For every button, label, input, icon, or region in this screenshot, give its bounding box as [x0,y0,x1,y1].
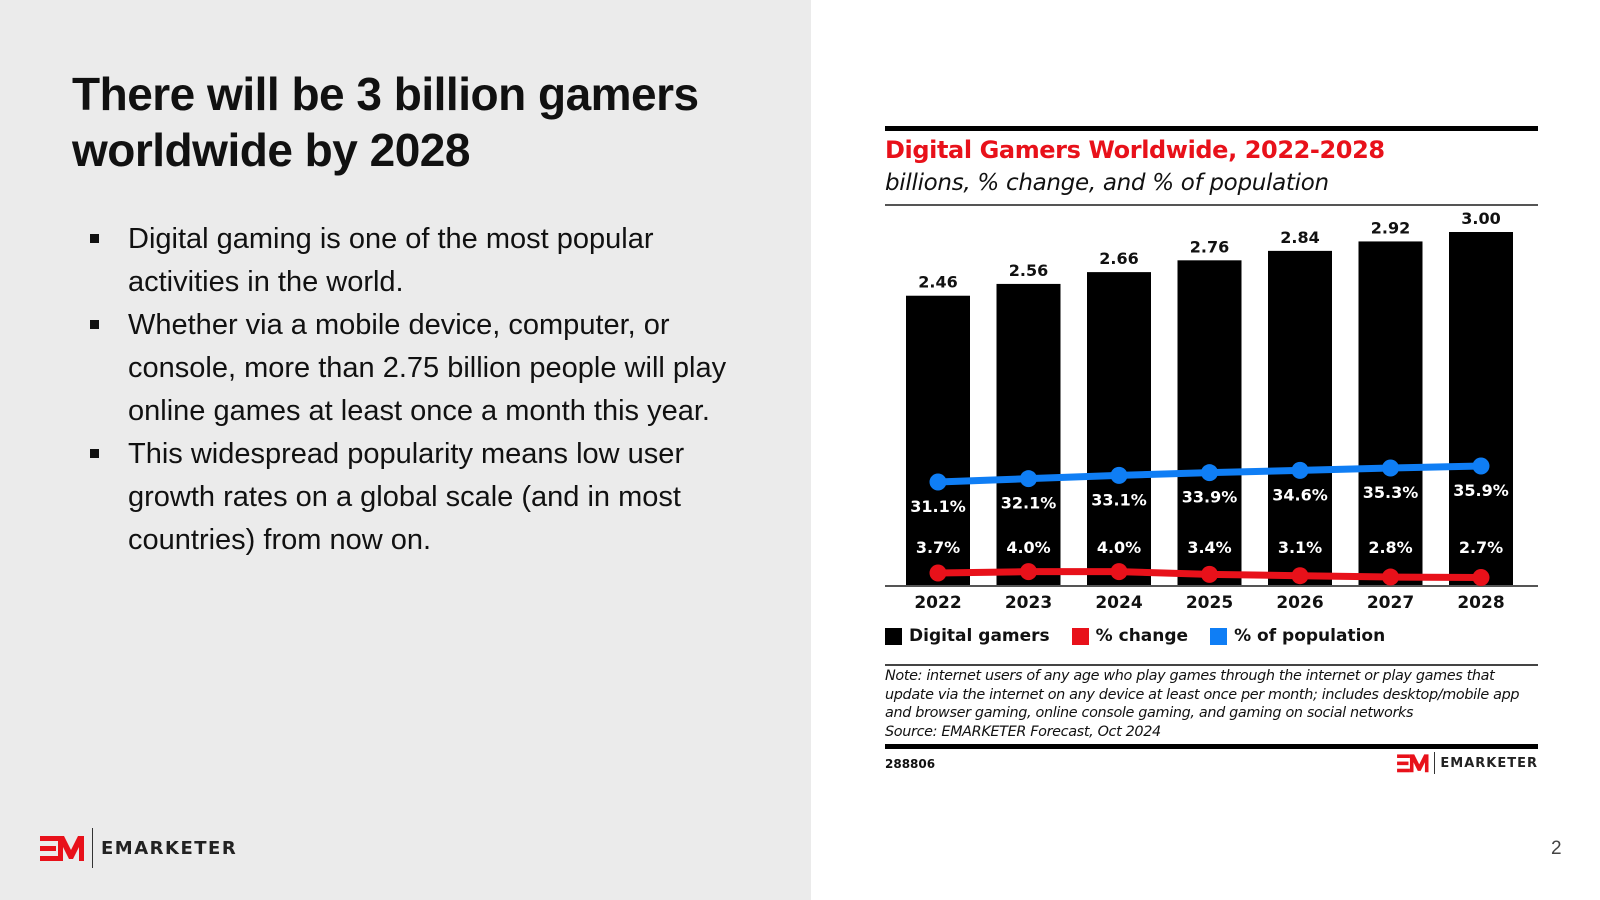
pct-change-label: 3.7% [916,538,960,557]
chart-title: Digital Gamers Worldwide, 2022-2028 [885,136,1385,164]
bullet-item: Whether via a mobile device, computer, o… [90,304,770,433]
bar-value-label: 2.66 [1099,249,1138,268]
chart-id: 288806 [885,757,936,771]
bar-value-label: 2.46 [918,273,957,292]
chart-bottom-rule [885,744,1538,749]
pct-change-label: 2.7% [1459,538,1503,557]
bullet-list: Digital gaming is one of the most popula… [90,218,770,562]
bar-value-label: 2.76 [1190,237,1229,256]
bar-2023 [996,283,1061,586]
legend-item-pct-change: % change [1071,626,1189,646]
bullet-text: This widespread popularity means low use… [128,438,685,556]
pct-population-label: 31.1% [910,497,966,516]
square-bullet-icon [90,234,99,243]
bullet-item: This widespread popularity means low use… [90,433,770,562]
pct-change-label: 2.8% [1368,538,1412,557]
point-pct-change [1020,563,1037,581]
bar-2027 [1358,241,1423,586]
bullet-text: Digital gaming is one of the most popula… [128,223,654,298]
pct-population-label: 34.6% [1272,485,1328,504]
bar-2028 [1449,232,1513,586]
point-pct-population [929,473,947,491]
legend-label: % of population [1234,626,1386,646]
point-pct-population [1382,459,1399,477]
pct-population-label: 32.1% [1001,494,1057,513]
em-logo-mark-icon [40,836,84,861]
bar-2025 [1177,260,1242,586]
x-tick-label: 2025 [1186,593,1233,613]
bullet-text: Whether via a mobile device, computer, o… [128,309,727,427]
source-line: Source: EMARKETER Forecast, Oct 2024 [885,723,1161,740]
x-tick-label: 2022 [914,593,961,613]
bullet-item: Digital gaming is one of the most popula… [90,218,770,304]
bar-value-label: 2.84 [1280,228,1319,247]
legend-swatch-red [1071,627,1089,645]
x-tick-label: 2028 [1457,593,1504,613]
legend-swatch-black [885,627,902,645]
logo-divider [1434,752,1436,774]
logo-wordmark: EMARKETER [1440,755,1538,771]
legend-swatch-blue [1210,627,1228,645]
point-pct-change [1201,565,1218,583]
pct-change-label: 4.0% [1097,538,1141,557]
chart-top-rule [885,126,1538,131]
point-pct-change [1291,567,1309,585]
bar-2022 [906,295,970,586]
legend-label: % change [1095,626,1189,646]
notes-rule [885,664,1538,666]
bar-value-label: 3.00 [1461,209,1500,228]
point-pct-population [1020,470,1037,488]
point-pct-population [1110,466,1128,484]
emarketer-logo: EMARKETER [40,828,237,868]
point-pct-population [1201,464,1218,482]
pct-change-label: 3.4% [1187,538,1231,557]
slide-title: There will be 3 billion gamers worldwide… [72,68,699,176]
legend-label: Digital gamers [909,626,1050,646]
pct-population-label: 35.3% [1363,483,1419,502]
pct-population-label: 35.9% [1453,481,1509,500]
x-tick-label: 2026 [1276,593,1323,613]
note-line: update via the internet on any device at… [885,686,1520,703]
pct-population-label: 33.9% [1182,488,1238,507]
bar-2024 [1087,272,1151,586]
pct-population-label: 33.1% [1091,490,1147,509]
point-pct-change [1110,563,1128,581]
page-number: 2 [1551,838,1562,859]
point-pct-change [1382,568,1399,586]
chart-legend: Digital gamers % change % of population [885,626,1407,646]
logo-wordmark: EMARKETER [101,837,238,859]
square-bullet-icon [90,320,99,329]
left-panel [0,0,811,900]
bar-value-label: 2.56 [1009,261,1048,280]
x-tick-label: 2024 [1095,593,1142,613]
x-tick-label: 2027 [1367,593,1414,613]
point-pct-change [929,564,947,582]
pct-change-label: 3.1% [1278,538,1322,557]
point-pct-change [1472,569,1490,586]
chart-notes: Note: internet users of any age who play… [885,667,1538,741]
point-pct-population [1472,457,1490,475]
logo-divider [92,828,93,868]
x-tick-label: 2023 [1005,593,1052,613]
note-line: Note: internet users of any age who play… [885,668,1495,684]
chart-subtitle-rule [885,204,1538,206]
point-pct-population [1291,461,1309,479]
bar-value-label: 2.92 [1371,218,1410,237]
pct-change-label: 4.0% [1006,538,1050,557]
em-logo-mark-icon [1397,754,1429,773]
legend-item-pct-population: % of population [1210,626,1385,646]
legend-item-digital-gamers: Digital gamers [885,626,1050,646]
bar-2026 [1268,250,1332,586]
chart-subtitle: billions, % change, and % of population [885,170,1329,196]
chart-plot: 2.46 2.56 2.66 2.76 2.84 2.92 3.00 2022 2023 2024… [885,209,1538,613]
chart-emarketer-logo: EMARKETER [1397,752,1538,774]
square-bullet-icon [90,449,99,458]
note-line: and browser gaming, online console gamin… [885,705,1414,721]
